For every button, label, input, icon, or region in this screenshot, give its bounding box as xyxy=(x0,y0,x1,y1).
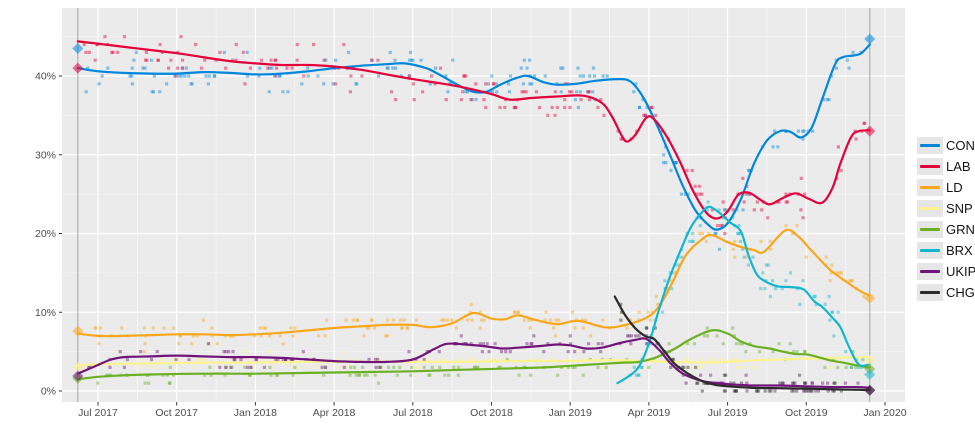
result-marker-LAB xyxy=(864,125,876,137)
trend-line-LAB xyxy=(76,40,871,220)
trend-line-GRN xyxy=(76,329,871,381)
legend-line-icon xyxy=(920,207,940,210)
plot-panel xyxy=(62,8,905,402)
x-tick-label: Jul 2017 xyxy=(78,407,118,419)
legend: CON LAB LD SNP GRN BRX UKIP CHG xyxy=(917,135,975,303)
trend-lines xyxy=(76,40,871,392)
result-marker-SNP xyxy=(864,354,876,366)
legend-item-UKIP: UKIP xyxy=(917,261,975,282)
legend-line-icon xyxy=(920,165,940,168)
legend-label: BRX xyxy=(946,243,973,258)
result-marker-CON xyxy=(864,33,876,45)
result-marker-SNP xyxy=(72,361,84,373)
legend-key-swatch xyxy=(917,137,943,154)
x-tick-label: Jul 2019 xyxy=(708,407,748,419)
legend-line-icon xyxy=(920,228,940,231)
legend-label: UKIP xyxy=(946,264,975,279)
election-result-markers xyxy=(72,33,876,396)
trend-line-CHG xyxy=(613,295,871,392)
y-tick-label: 0% xyxy=(41,386,56,398)
legend-line-icon xyxy=(920,144,940,147)
legend-item-LAB: LAB xyxy=(917,156,975,177)
legend-item-CHG: CHG xyxy=(917,282,975,303)
legend-item-GRN: GRN xyxy=(917,219,975,240)
trend-line-CON xyxy=(76,43,871,231)
result-marker-BRX xyxy=(864,368,876,380)
y-tick-label: 10% xyxy=(35,307,56,319)
x-tick-label: Oct 2018 xyxy=(470,407,513,419)
legend-key-swatch xyxy=(917,242,943,259)
trend-line-LD xyxy=(76,228,871,338)
legend-label: LD xyxy=(946,180,963,195)
legend-line-icon xyxy=(920,270,940,273)
scatter-CON xyxy=(84,50,863,251)
result-marker-CON xyxy=(72,42,84,54)
x-tick-label: Apr 2018 xyxy=(313,407,356,419)
legend-label: CON xyxy=(946,138,975,153)
x-tick-label: Jan 2018 xyxy=(234,407,277,419)
legend-label: LAB xyxy=(946,159,971,174)
x-tick-label: Jul 2018 xyxy=(393,407,433,419)
result-marker-LAB xyxy=(72,62,84,74)
trend-line-UKIP xyxy=(76,337,871,389)
result-marker-CHG xyxy=(864,384,876,396)
scatter-BRX xyxy=(628,200,865,377)
legend-item-CON: CON xyxy=(917,135,975,156)
trend-line-BRX xyxy=(616,205,871,385)
y-tick-label: 40% xyxy=(35,71,56,83)
legend-key-swatch xyxy=(917,221,943,238)
y-tick-label: 20% xyxy=(35,228,56,240)
legend-item-LD: LD xyxy=(917,177,975,198)
x-tick-label: Jan 2020 xyxy=(863,407,906,419)
legend-line-icon xyxy=(920,186,940,189)
legend-key-swatch xyxy=(917,200,943,217)
legend-item-BRX: BRX xyxy=(917,240,975,261)
x-tick-label: Jan 2019 xyxy=(549,407,592,419)
legend-key-swatch xyxy=(917,263,943,280)
legend-key-swatch xyxy=(917,179,943,196)
legend-key-swatch xyxy=(917,284,943,301)
axes: 0% 10% 20% 30% 40% Jul 2017 Oct 2017 Jan 2018 Ap… xyxy=(35,71,907,420)
legend-line-icon xyxy=(920,249,940,252)
legend-label: CHG xyxy=(946,285,975,300)
result-marker-LD xyxy=(864,292,876,304)
x-tick-label: Oct 2019 xyxy=(785,407,828,419)
x-tick-label: Oct 2017 xyxy=(155,407,198,419)
legend-label: SNP xyxy=(946,201,973,216)
result-marker-GRN xyxy=(864,363,876,375)
y-tick-label: 30% xyxy=(35,149,56,161)
legend-key-swatch xyxy=(917,158,943,175)
gridlines xyxy=(62,8,905,402)
result-marker-UKIP xyxy=(72,370,84,382)
legend-label: GRN xyxy=(946,222,975,237)
legend-line-icon xyxy=(920,291,940,294)
x-tick-label: Apr 2019 xyxy=(628,407,671,419)
legend-item-SNP: SNP xyxy=(917,198,975,219)
trend-line-SNP xyxy=(76,355,871,367)
result-marker-LD xyxy=(72,325,84,337)
